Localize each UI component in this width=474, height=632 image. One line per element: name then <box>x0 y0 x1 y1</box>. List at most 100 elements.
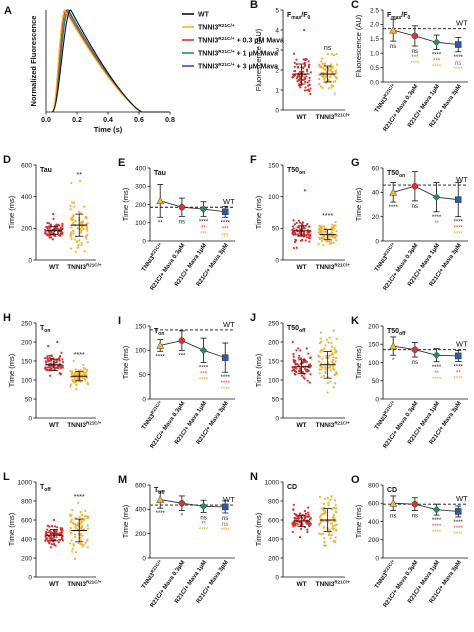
y-tick-label: 100 <box>268 194 279 201</box>
data-point <box>73 372 77 375</box>
data-point <box>298 226 301 229</box>
data-point <box>58 372 61 375</box>
y-tick-label: 1000 <box>265 479 280 486</box>
data-point <box>299 527 303 530</box>
panel-letter: B <box>250 0 258 11</box>
data-point <box>46 524 49 527</box>
data-point <box>299 232 302 235</box>
data-point <box>297 347 300 350</box>
data-point <box>77 542 80 545</box>
data-point <box>58 356 61 359</box>
y-tick-label: 100 <box>135 220 146 227</box>
significance-label: ** <box>76 172 82 179</box>
x-label-tnni3: TNNI3R21C/+ <box>67 263 102 272</box>
y-axis-label: Time (ms) <box>254 353 263 387</box>
data-point <box>46 357 49 360</box>
data-point <box>332 235 335 238</box>
data-point <box>317 354 320 357</box>
data-point <box>291 76 294 79</box>
data-point <box>301 66 304 70</box>
significance-label: **** <box>454 364 464 370</box>
data-point <box>323 234 326 237</box>
data-point <box>45 360 48 364</box>
data-point <box>309 522 312 525</box>
data-point <box>60 351 63 354</box>
data-point <box>322 75 325 79</box>
data-point <box>71 380 75 383</box>
data-point <box>335 337 338 340</box>
data-point <box>330 226 334 229</box>
data-point <box>291 228 294 232</box>
y-tick-label: 4 <box>275 27 279 34</box>
data-point <box>335 507 338 510</box>
data-point <box>78 179 82 182</box>
y-tick-label: 0.0 <box>370 79 379 86</box>
data-point <box>334 382 337 385</box>
data-point <box>52 212 55 216</box>
data-point <box>307 506 310 509</box>
data-point <box>81 226 84 229</box>
y-tick-label: 150 <box>135 323 146 330</box>
data-point <box>77 210 80 213</box>
data-point <box>307 513 310 516</box>
y-tick-label: 50 <box>25 396 33 403</box>
data-point <box>295 63 298 66</box>
data-point <box>82 227 85 231</box>
data-point <box>48 529 51 532</box>
data-point <box>306 81 309 84</box>
data-point <box>308 76 311 80</box>
data-point <box>293 372 296 376</box>
data-point <box>297 369 300 372</box>
data-point <box>303 377 306 380</box>
mean-marker <box>432 505 441 514</box>
data-point <box>323 68 327 72</box>
data-point <box>296 80 299 83</box>
x-category-label: TNNI3R21C/+ <box>373 82 399 114</box>
data-point <box>83 205 86 208</box>
data-point <box>83 377 86 380</box>
mean-marker <box>411 500 419 508</box>
data-point <box>84 235 87 238</box>
data-point <box>69 526 72 530</box>
data-point <box>51 538 54 541</box>
data-point <box>324 75 327 78</box>
data-point <box>86 233 89 236</box>
data-point <box>326 496 329 500</box>
data-point <box>61 358 64 361</box>
panel-letter: F <box>250 154 257 166</box>
wt-reference-label: WT <box>223 197 235 206</box>
data-point <box>324 544 328 547</box>
data-point <box>335 528 338 531</box>
y-tick-label: 0 <box>275 574 279 581</box>
data-point <box>308 381 311 384</box>
panel-title: Toff <box>40 484 51 493</box>
data-point <box>76 246 79 249</box>
data-point <box>308 63 311 66</box>
data-point <box>323 62 327 65</box>
data-point <box>81 545 84 548</box>
data-point <box>327 237 331 240</box>
data-point <box>300 374 303 377</box>
y-tick-label: 200 <box>268 339 279 346</box>
series-line <box>51 9 170 113</box>
data-point <box>293 240 297 244</box>
x-label-wt: WT <box>297 114 307 121</box>
data-point <box>69 204 72 208</box>
wt-reference-label: WT <box>456 175 468 184</box>
data-point <box>318 228 321 232</box>
data-point <box>322 502 325 505</box>
x-label-tnni3: TNNI3R21C/+ <box>316 421 351 430</box>
y-tick-label: 600 <box>268 517 279 524</box>
significance-label: **** <box>156 354 166 360</box>
data-point <box>73 557 77 560</box>
data-point <box>70 217 74 220</box>
y-tick-label: 1 <box>275 87 279 94</box>
data-point <box>306 530 309 534</box>
significance-label: ns <box>390 514 396 520</box>
data-point <box>294 522 297 525</box>
data-point <box>51 238 54 241</box>
data-point <box>318 368 321 371</box>
y-axis-label: Time (ms) <box>7 195 16 229</box>
legend-entry: TNNI3R21C/+ + 3 μM Mava <box>198 62 278 71</box>
